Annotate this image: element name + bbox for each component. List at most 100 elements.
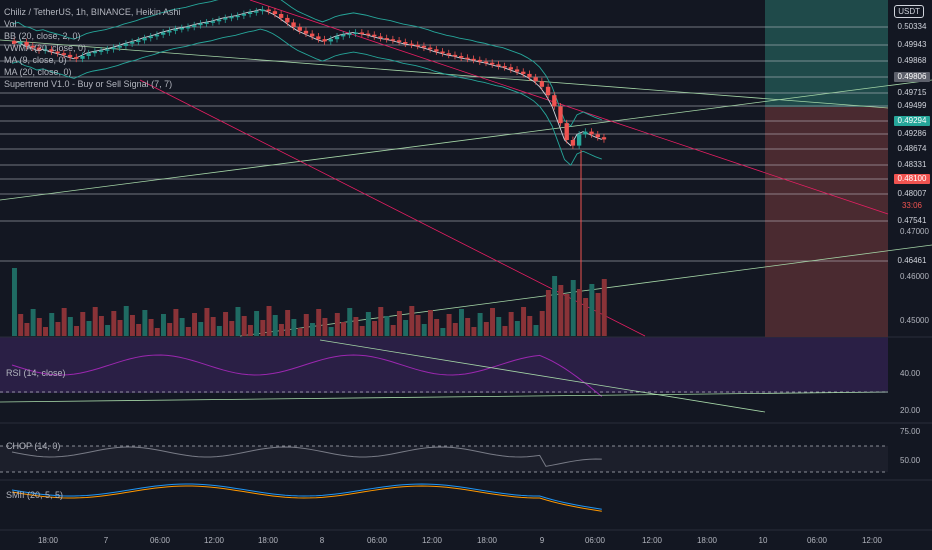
volume-bar — [185, 327, 191, 336]
candle — [185, 26, 191, 29]
legend-vol: Vol — [4, 19, 17, 29]
rsi-line — [11, 354, 603, 397]
candle — [303, 30, 309, 34]
target-box — [765, 0, 888, 107]
candle — [365, 33, 371, 36]
candle — [552, 95, 557, 107]
candle — [310, 33, 315, 37]
volume-bar — [92, 307, 98, 336]
price-level-tag: 0.49286 — [894, 129, 930, 139]
candle — [278, 14, 284, 18]
candle — [285, 17, 290, 23]
time-tick: 18:00 — [476, 536, 498, 545]
volume-bar — [459, 309, 464, 336]
legend-ma20: MA (20, close, 0) — [4, 67, 72, 77]
candle — [49, 49, 54, 52]
volume-bar — [353, 317, 359, 336]
candle — [378, 36, 383, 39]
stop-box — [765, 107, 888, 337]
candle — [74, 57, 79, 59]
volume-bar — [390, 325, 396, 336]
volume-bar — [310, 323, 315, 336]
volume-bar — [179, 318, 185, 336]
legend-ma9: MA (9, close, 0) — [4, 55, 67, 65]
candle — [167, 30, 172, 33]
volume-bar — [384, 316, 390, 336]
volume-bar — [365, 312, 371, 336]
volume-bar — [80, 312, 86, 336]
time-tick: 18:00 — [696, 536, 718, 545]
volume-bar — [521, 307, 527, 336]
volume-bar — [316, 309, 322, 336]
price-level-tag: 0.46461 — [894, 256, 930, 266]
volume-bar — [43, 327, 49, 336]
volume-bar — [514, 321, 520, 336]
currency-badge[interactable]: USDT — [894, 5, 924, 18]
candle — [148, 36, 153, 39]
volume-bar — [434, 319, 440, 336]
candle — [142, 38, 147, 41]
candle — [266, 9, 271, 12]
volume-bar — [260, 320, 266, 336]
volume-bar — [167, 323, 173, 336]
price-level-tag: 0.50334 — [894, 22, 930, 32]
price-level-tag: 0.49499 — [894, 101, 930, 111]
candle — [254, 11, 259, 13]
candle — [241, 14, 247, 16]
price-level-tag: 0.49943 — [894, 40, 930, 50]
candle — [409, 43, 414, 46]
candle — [539, 81, 545, 87]
candle — [198, 23, 203, 26]
chop-tick: 75.00 — [900, 427, 921, 436]
legend-bb: BB (20, close, 2, 0) — [4, 31, 81, 41]
bb-lower — [11, 28, 602, 166]
candle — [229, 16, 234, 19]
volume-bar — [61, 308, 67, 336]
price-level-tag: 0.49868 — [894, 56, 930, 66]
candle — [372, 34, 377, 37]
candle — [576, 134, 582, 146]
candle — [390, 39, 396, 41]
volume-bar — [471, 327, 477, 336]
volume-bar — [490, 308, 496, 336]
legend-vwma: VWMA (20, close, 0) — [4, 43, 87, 53]
volume-bar — [36, 318, 42, 336]
trendline — [249, 0, 889, 215]
volume-bar — [229, 321, 235, 336]
volume-bar — [477, 313, 483, 336]
volume-bar — [496, 317, 502, 336]
candle — [223, 17, 228, 20]
legend-supertrend: Supertrend V1.0 - Buy or Sell Signal (7,… — [4, 79, 173, 89]
volume-bar — [427, 310, 433, 336]
rsi-label: RSI (14, close) — [6, 368, 66, 378]
candle — [514, 69, 520, 72]
candle — [12, 40, 17, 44]
volume-bar — [415, 315, 421, 336]
candle — [415, 44, 420, 47]
price-level-tag: 0.48674 — [894, 144, 930, 154]
smii-line — [11, 483, 602, 510]
candle — [129, 42, 135, 44]
candle — [583, 131, 588, 135]
volume-bar — [154, 328, 160, 336]
volume-bar — [204, 308, 210, 336]
rsi-tick: 40.00 — [900, 369, 921, 378]
volume-bar — [254, 311, 260, 336]
chop-line — [11, 446, 602, 467]
volume-bar — [291, 319, 297, 336]
candle — [80, 56, 85, 59]
candle — [316, 36, 321, 40]
volume-bar — [483, 322, 489, 336]
volume-bar — [111, 311, 117, 336]
candle — [403, 42, 408, 44]
chop-label: CHOP (14, 0) — [6, 441, 61, 451]
rsi-tick: 20.00 — [900, 406, 921, 415]
candle — [297, 26, 302, 31]
candle — [421, 45, 427, 48]
volume-bar — [235, 307, 241, 336]
candle — [24, 42, 29, 46]
candle — [136, 40, 141, 42]
candle — [359, 32, 365, 34]
candle — [43, 49, 48, 51]
